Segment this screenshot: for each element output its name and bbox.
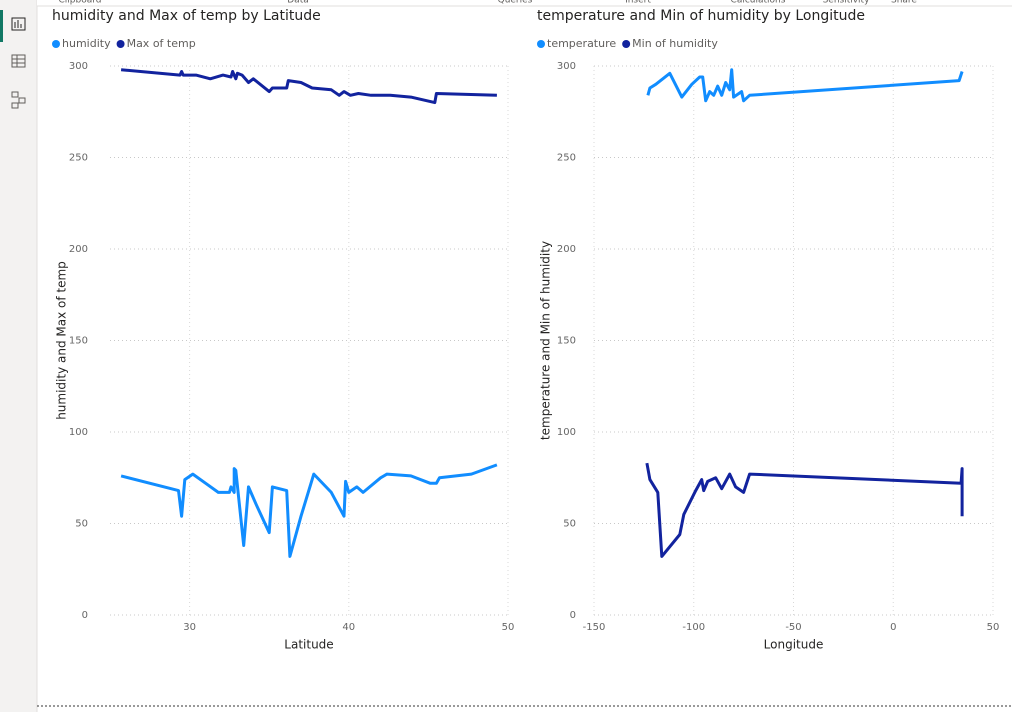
ribbon-group-label: Calculations [731,0,786,6]
x-tick-label: -100 [682,622,705,633]
y-tick-label: 0 [570,610,576,621]
table-view-icon[interactable] [11,54,26,68]
ribbon-group-label: Insert [625,0,651,6]
ribbon-group-label: Queries [498,0,533,6]
x-axis-title: Longitude [764,638,824,652]
y-tick-label: 300 [69,61,88,72]
x-tick-label: 30 [183,622,196,633]
y-axis-title: humidity and Max of temp [55,261,69,420]
y-tick-label: 200 [69,244,88,255]
ribbon-group-label: Sensitivity [823,0,871,6]
x-axis-title: Latitude [284,638,333,652]
ribbon-group-label: Clipboard [59,0,102,6]
model-view-icon[interactable] [11,91,26,109]
legend-marker [52,40,60,48]
y-tick-label: 250 [69,153,88,164]
report-view-icon[interactable] [11,17,26,31]
legend-label: temperature [547,37,616,50]
data-line [120,463,498,558]
x-tick-label: 0 [890,622,896,633]
x-tick-label: -50 [785,622,801,633]
legend-label: Max of temp [127,37,196,50]
data-line [645,462,964,558]
legend-label: humidity [62,37,111,50]
chart-title: humidity and Max of temp by Latitude [52,8,321,24]
x-tick-label: 50 [502,622,515,633]
y-tick-label: 250 [557,153,576,164]
data-line [646,68,964,103]
y-tick-label: 150 [69,336,88,347]
legend-marker [116,40,125,48]
x-tick-label: 40 [342,622,355,633]
x-tick-label: 50 [987,622,1000,633]
ribbon-group-label: Data [287,0,309,6]
legend-marker [622,40,631,48]
y-tick-label: 100 [69,427,88,438]
legend-label: Min of humidity [632,37,718,50]
data-line [120,68,497,105]
active-indicator [0,10,3,42]
chart-title: temperature and Min of humidity by Longi… [537,8,865,24]
y-tick-label: 200 [557,244,576,255]
x-tick-label: -150 [583,622,606,633]
y-axis-title: temperature and Min of humidity [539,241,553,440]
legend-marker [537,40,545,48]
y-tick-label: 150 [557,336,576,347]
sidebar [0,0,37,712]
y-tick-label: 50 [75,519,88,530]
y-tick-label: 50 [563,519,576,530]
ribbon-group-label: Share [891,0,917,6]
y-tick-label: 300 [557,61,576,72]
y-tick-label: 100 [557,427,576,438]
y-tick-label: 0 [82,610,88,621]
ribbon-bottom [37,0,1012,6]
